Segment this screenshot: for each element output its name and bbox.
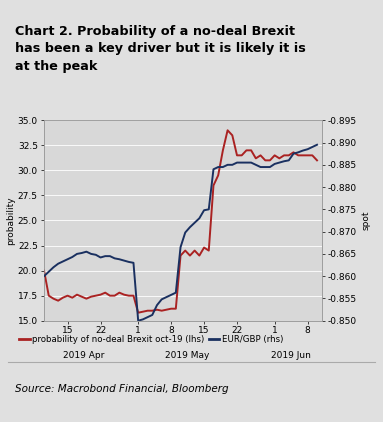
Legend: probability of no-deal Brexit oct-19 (lhs), EUR/GBP (rhs): probability of no-deal Brexit oct-19 (lh…: [16, 332, 286, 348]
Y-axis label: probability: probability: [6, 196, 15, 245]
Text: 2019 May: 2019 May: [165, 351, 210, 360]
Y-axis label: spot: spot: [361, 211, 370, 230]
Text: 2019 Apr: 2019 Apr: [63, 351, 105, 360]
Text: Source: Macrobond Financial, Bloomberg: Source: Macrobond Financial, Bloomberg: [15, 384, 229, 394]
Text: Chart 2. Probability of a no-deal Brexit
has been a key driver but it is likely : Chart 2. Probability of a no-deal Brexit…: [15, 24, 306, 73]
Text: 2019 Jun: 2019 Jun: [271, 351, 311, 360]
